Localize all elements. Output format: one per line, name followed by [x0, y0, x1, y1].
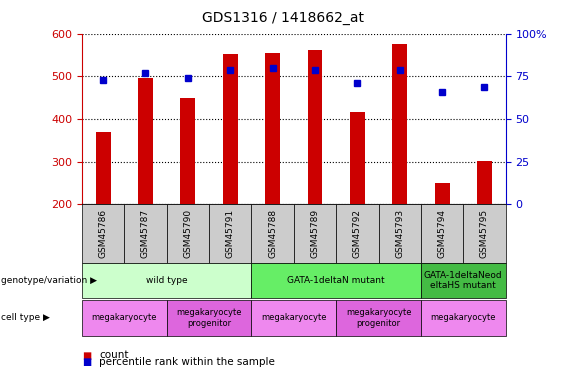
Bar — [477, 161, 492, 204]
Bar — [350, 112, 365, 204]
Text: wild type: wild type — [146, 276, 188, 285]
Text: GSM45792: GSM45792 — [353, 209, 362, 258]
Text: GSM45795: GSM45795 — [480, 209, 489, 258]
Text: cell type ▶: cell type ▶ — [1, 314, 50, 322]
Text: GSM45794: GSM45794 — [438, 209, 446, 258]
Text: GDS1316 / 1418662_at: GDS1316 / 1418662_at — [202, 11, 363, 25]
Text: GATA-1deltaNeod
eltaHS mutant: GATA-1deltaNeod eltaHS mutant — [424, 271, 503, 290]
Text: GSM45790: GSM45790 — [184, 209, 192, 258]
Text: megakaryocyte: megakaryocyte — [261, 314, 327, 322]
Text: GSM45786: GSM45786 — [99, 209, 107, 258]
Bar — [307, 50, 323, 204]
Bar — [265, 53, 280, 204]
Text: megakaryocyte: megakaryocyte — [431, 314, 496, 322]
Bar — [138, 78, 153, 204]
Text: GATA-1deltaN mutant: GATA-1deltaN mutant — [288, 276, 385, 285]
Bar — [223, 54, 238, 204]
Text: GSM45787: GSM45787 — [141, 209, 150, 258]
Text: GSM45791: GSM45791 — [226, 209, 234, 258]
Text: GSM45793: GSM45793 — [396, 209, 404, 258]
Text: megakaryocyte
progenitor: megakaryocyte progenitor — [346, 308, 411, 327]
Bar — [434, 183, 450, 204]
Text: genotype/variation ▶: genotype/variation ▶ — [1, 276, 97, 285]
Text: GSM45788: GSM45788 — [268, 209, 277, 258]
Text: ■: ■ — [82, 357, 91, 367]
Text: percentile rank within the sample: percentile rank within the sample — [99, 357, 275, 367]
Bar — [180, 98, 195, 204]
Text: ■: ■ — [82, 351, 91, 360]
Text: GSM45789: GSM45789 — [311, 209, 319, 258]
Bar — [392, 44, 407, 204]
Text: megakaryocyte
progenitor: megakaryocyte progenitor — [176, 308, 242, 327]
Text: megakaryocyte: megakaryocyte — [92, 314, 157, 322]
Text: count: count — [99, 351, 128, 360]
Bar — [95, 132, 111, 204]
